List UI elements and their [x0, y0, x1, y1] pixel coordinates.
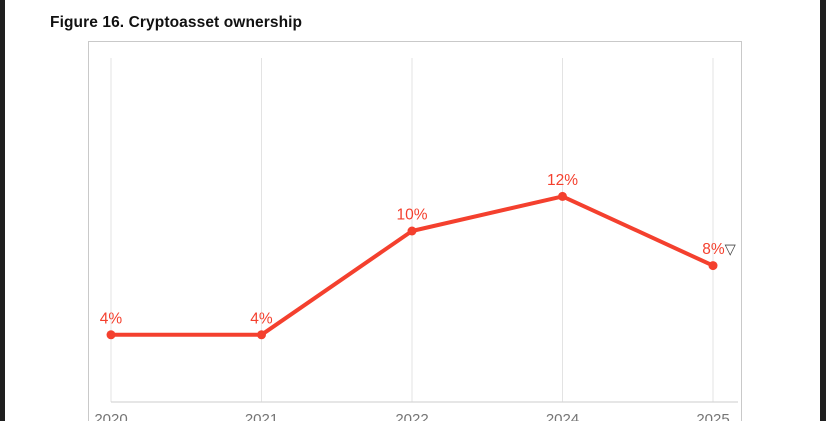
- x-tick-label: 2022: [395, 411, 428, 421]
- data-point-label: 12%: [547, 172, 578, 189]
- x-tick-label: 2024: [546, 411, 579, 421]
- data-point-label: 4%: [250, 310, 273, 327]
- data-point: [106, 330, 116, 340]
- data-point: [257, 330, 266, 340]
- data-point-label: 4%: [100, 310, 123, 327]
- data-point: [558, 191, 567, 201]
- left-edge-bar: [0, 0, 5, 421]
- x-tick-label: 2025: [696, 411, 729, 421]
- data-point-label: 8%▽: [702, 241, 736, 258]
- data-point: [407, 226, 417, 236]
- data-point: [708, 261, 718, 271]
- line-chart: 2020 2021 2022 2024 2025 4% 4% 10% 12% 8%▽: [94, 58, 738, 421]
- data-point-label: 10%: [396, 207, 427, 224]
- figure-title: Figure 16. Cryptoasset ownership: [50, 14, 303, 31]
- chart-panel: 2020 2021 2022 2024 2025 4% 4% 10% 12% 8%▽: [88, 41, 742, 421]
- decrease-marker-icon: ▽: [725, 242, 737, 258]
- x-tick-label: 2021: [245, 411, 278, 421]
- right-edge-bar: [820, 0, 826, 421]
- x-tick-label: 2020: [94, 411, 127, 421]
